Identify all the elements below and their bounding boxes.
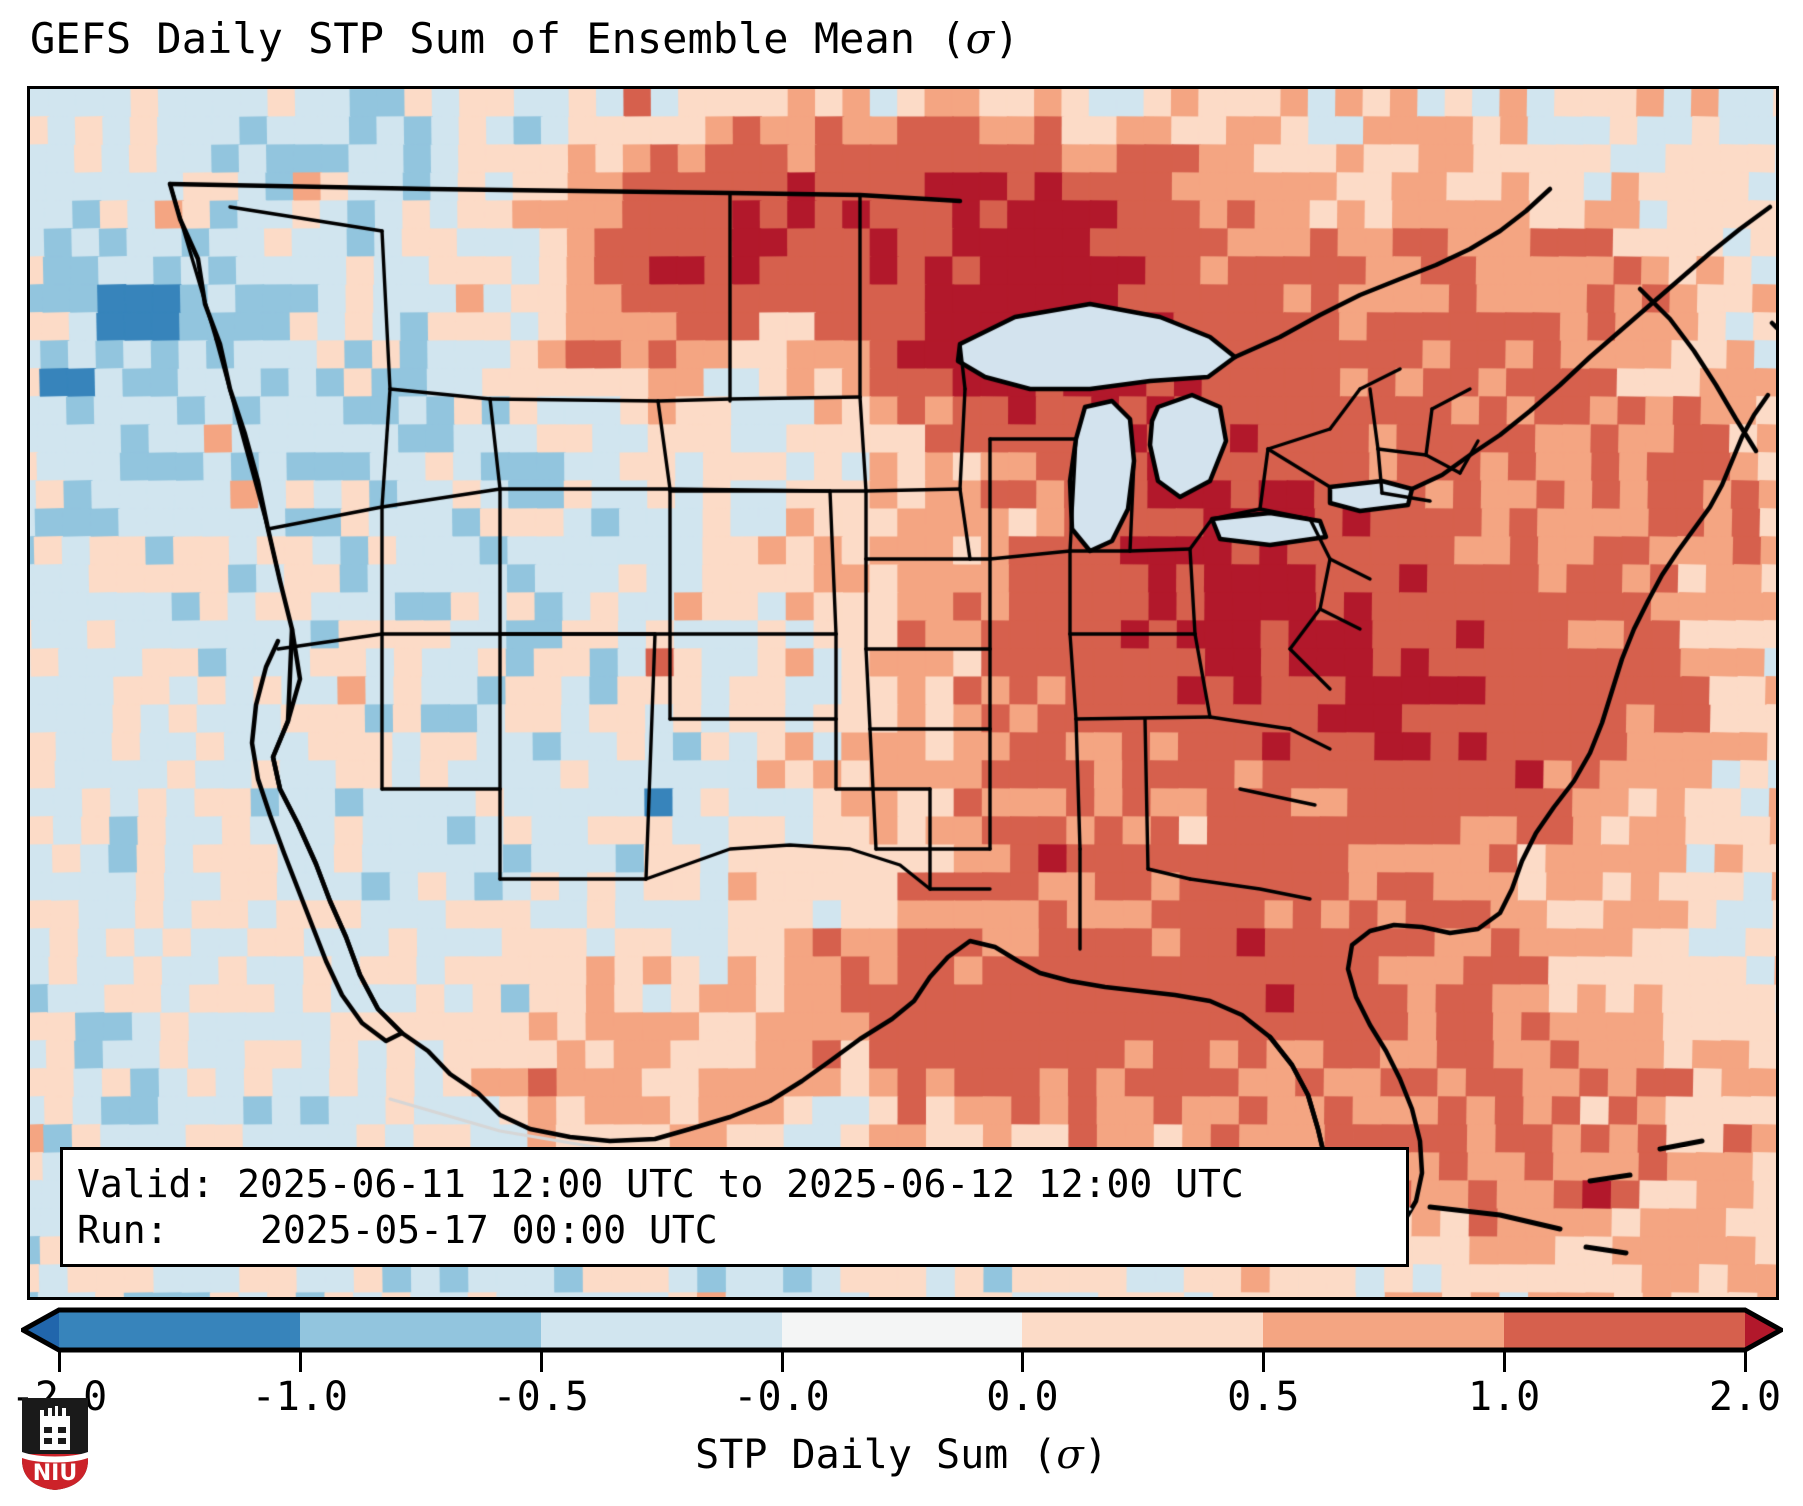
colorbar-tick-6 xyxy=(1503,1350,1507,1372)
map-heatmap-canvas xyxy=(30,89,1776,1297)
colorbar-band-6 xyxy=(1504,1310,1745,1350)
colorbar-band-5 xyxy=(1263,1310,1505,1350)
colorbar-band-3 xyxy=(781,1310,1023,1350)
colorbar-tick-2 xyxy=(539,1350,543,1372)
colorbar-tick-7 xyxy=(1744,1350,1747,1372)
colorbar-tick-label-3: -0.0 xyxy=(733,1374,830,1420)
title-close-paren: ) xyxy=(994,14,1020,63)
niu-logo: NIU xyxy=(22,1398,88,1490)
colorbar-tick-4 xyxy=(1021,1350,1025,1372)
niu-logo-text: NIU xyxy=(33,1461,77,1486)
colorbar-band-4 xyxy=(1022,1310,1264,1350)
colorbar-sigma-symbol: σ xyxy=(1056,1432,1084,1478)
colorbar-tick-labels: -2.0 -1.0 -0.5 -0.0 0.0 0.5 1.0 2.0 xyxy=(0,1374,1803,1426)
colorbar-tick-label-5: 0.5 xyxy=(1227,1374,1300,1420)
colorbar-tick-1 xyxy=(298,1350,302,1372)
colorbar-tick-5 xyxy=(1262,1350,1266,1372)
title-text: GEFS Daily STP Sum of Ensemble Mean ( xyxy=(30,14,966,63)
colorbar-bands xyxy=(59,1310,1745,1350)
page-title: GEFS Daily STP Sum of Ensemble Mean (σ) xyxy=(30,14,1020,63)
colorbar-band-2 xyxy=(540,1310,782,1350)
sigma-symbol: σ xyxy=(965,14,995,63)
colorbar-ticks xyxy=(58,1350,1747,1372)
valid-time-text: Valid: 2025-06-11 12:00 UTC to 2025-06-1… xyxy=(77,1162,1244,1206)
colorbar-tick-label-6: 1.0 xyxy=(1468,1374,1541,1420)
colorbar-tick-label-1: -1.0 xyxy=(251,1374,349,1420)
colorbar-tick-label-7: 2.0 xyxy=(1708,1374,1782,1420)
run-time-text: Run: 2025-05-17 00:00 UTC xyxy=(77,1208,718,1252)
colorbar-band-0 xyxy=(59,1310,300,1350)
map-plot-area xyxy=(27,86,1779,1300)
colorbar-extend-min-arrow xyxy=(23,1310,59,1350)
colorbar-tick-label-4: 0.0 xyxy=(986,1374,1059,1420)
colorbar-axis-label: STP Daily Sum (σ) xyxy=(0,1432,1803,1478)
colorbar-tick-3 xyxy=(780,1350,784,1372)
colorbar-tick-label-2: -0.5 xyxy=(492,1374,589,1420)
colorbar xyxy=(21,1307,1783,1353)
colorbar-tick-0 xyxy=(58,1350,61,1372)
colorbar-axis-label-close: ) xyxy=(1083,1432,1108,1478)
colorbar-extend-max-arrow xyxy=(1745,1310,1781,1350)
colorbar-band-1 xyxy=(299,1310,541,1350)
forecast-info-box: Valid: 2025-06-11 12:00 UTC to 2025-06-1… xyxy=(60,1147,1409,1267)
colorbar-axis-label-text: STP Daily Sum ( xyxy=(695,1432,1057,1478)
